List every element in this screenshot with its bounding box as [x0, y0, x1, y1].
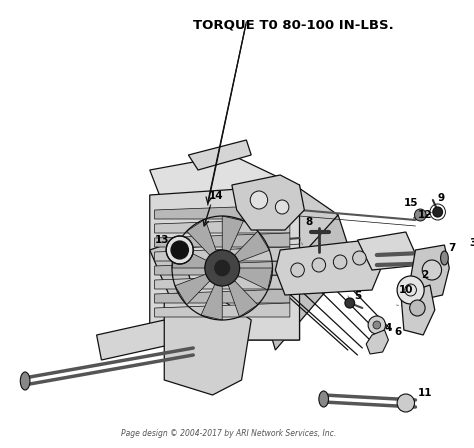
Circle shape [433, 207, 443, 217]
Polygon shape [238, 268, 273, 290]
Circle shape [422, 260, 442, 280]
Text: 11: 11 [418, 388, 432, 398]
Polygon shape [150, 240, 193, 295]
Polygon shape [150, 195, 188, 340]
Circle shape [397, 394, 414, 412]
Polygon shape [232, 175, 304, 230]
Text: 7: 7 [448, 243, 456, 253]
Polygon shape [155, 205, 290, 219]
Text: 5: 5 [354, 291, 361, 301]
Polygon shape [155, 261, 290, 275]
Ellipse shape [20, 372, 30, 390]
Text: 4: 4 [385, 323, 392, 333]
Circle shape [250, 191, 268, 209]
Circle shape [215, 260, 230, 276]
Text: 15: 15 [403, 198, 418, 208]
Text: TORQUE T0 80-100 IN-LBS.: TORQUE T0 80-100 IN-LBS. [193, 18, 394, 31]
Text: 14: 14 [209, 191, 224, 201]
Circle shape [205, 250, 240, 286]
Circle shape [397, 276, 424, 304]
Polygon shape [155, 247, 290, 261]
Circle shape [291, 263, 304, 277]
Text: 12: 12 [418, 210, 432, 220]
Circle shape [166, 236, 193, 264]
Circle shape [414, 209, 426, 221]
Polygon shape [261, 215, 353, 350]
Polygon shape [188, 140, 251, 170]
Polygon shape [155, 275, 290, 289]
Circle shape [275, 200, 289, 214]
Polygon shape [150, 185, 300, 340]
Polygon shape [172, 246, 207, 268]
Polygon shape [155, 289, 290, 303]
Text: Page design © 2004-2017 by ARI Network Services, Inc.: Page design © 2004-2017 by ARI Network S… [121, 429, 337, 438]
Ellipse shape [319, 391, 328, 407]
Polygon shape [222, 216, 244, 252]
Polygon shape [401, 285, 435, 335]
Text: 2: 2 [421, 270, 429, 280]
Polygon shape [155, 233, 290, 247]
Circle shape [333, 255, 347, 269]
Polygon shape [366, 330, 388, 354]
Polygon shape [155, 219, 290, 233]
Circle shape [171, 241, 188, 259]
Text: 10: 10 [399, 285, 413, 295]
Circle shape [312, 258, 326, 272]
Circle shape [353, 251, 366, 265]
Circle shape [373, 321, 381, 329]
Circle shape [368, 316, 385, 334]
Text: 9: 9 [437, 193, 444, 203]
Polygon shape [357, 232, 420, 270]
Polygon shape [164, 300, 251, 395]
Text: 8: 8 [306, 217, 313, 227]
Polygon shape [175, 274, 210, 305]
Text: 13: 13 [155, 235, 170, 245]
Polygon shape [222, 185, 338, 340]
Ellipse shape [441, 251, 448, 265]
Polygon shape [155, 303, 290, 317]
Text: 6: 6 [394, 327, 401, 337]
Polygon shape [410, 245, 449, 300]
Polygon shape [275, 240, 386, 295]
Polygon shape [97, 320, 169, 360]
Polygon shape [150, 155, 295, 205]
Text: 3: 3 [470, 238, 474, 248]
Polygon shape [201, 284, 222, 320]
Polygon shape [187, 219, 216, 255]
Polygon shape [235, 231, 269, 262]
Circle shape [410, 300, 425, 316]
Polygon shape [228, 281, 258, 317]
Circle shape [345, 298, 355, 308]
